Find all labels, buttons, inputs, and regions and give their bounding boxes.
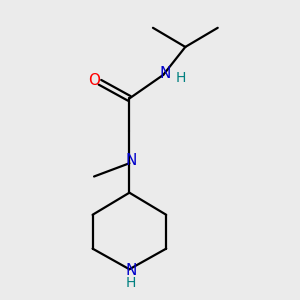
Text: H: H — [126, 276, 136, 290]
Text: N: N — [125, 263, 136, 278]
Text: O: O — [88, 73, 100, 88]
Text: N: N — [125, 153, 136, 168]
Text: N: N — [159, 66, 170, 81]
Text: H: H — [175, 71, 185, 85]
